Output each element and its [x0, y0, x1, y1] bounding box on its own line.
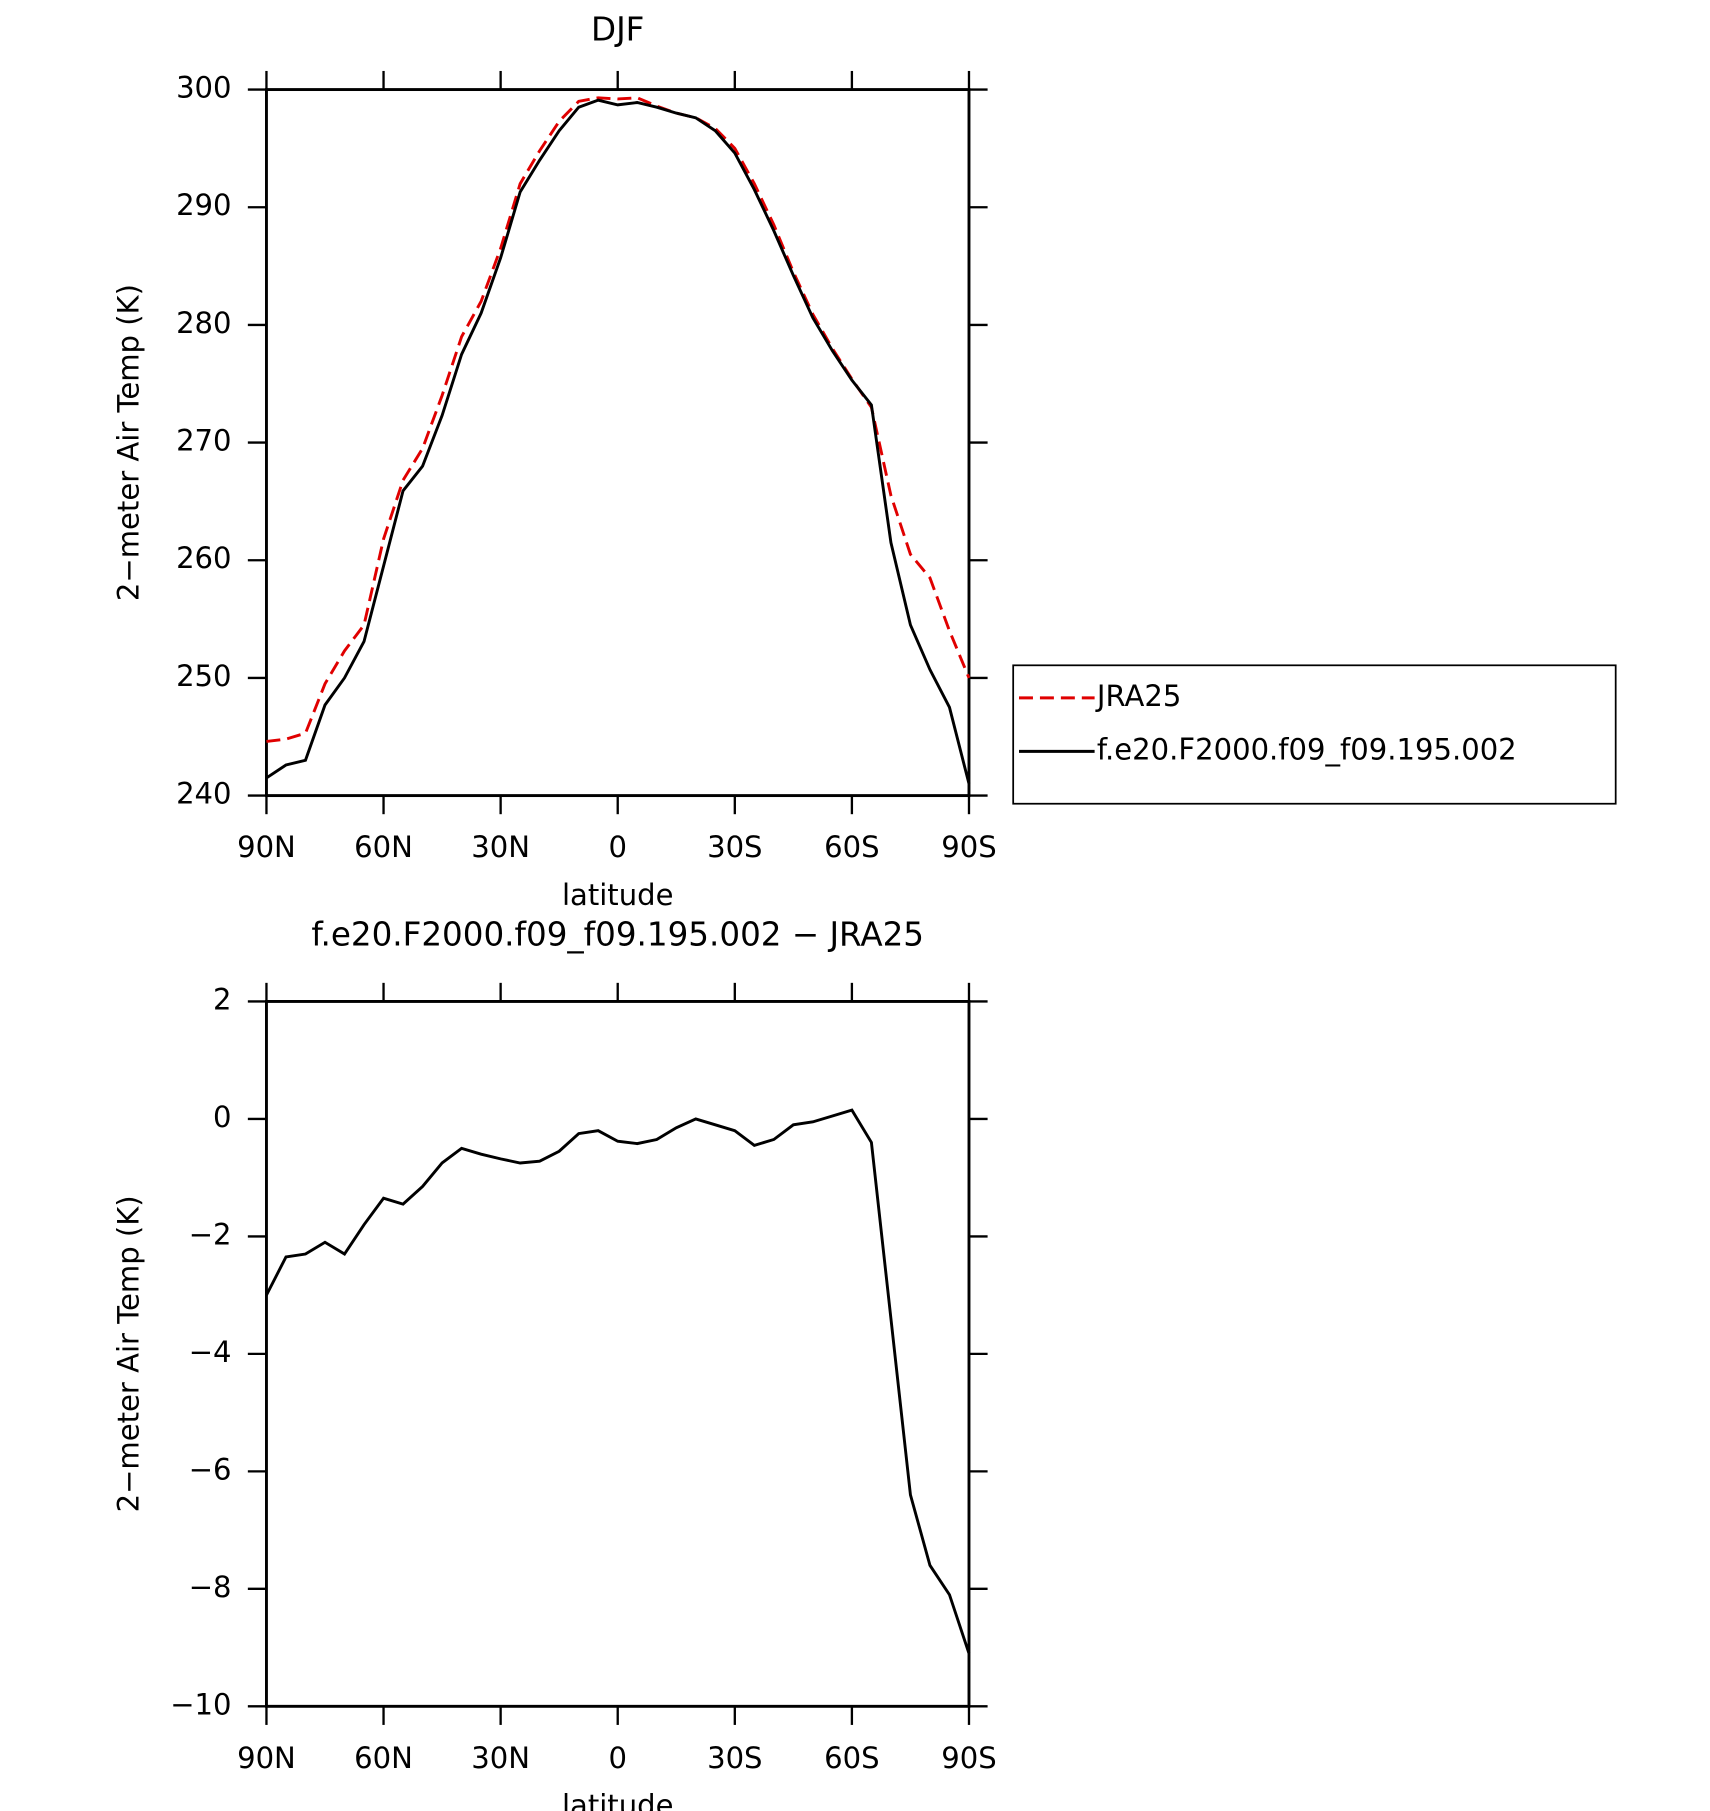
x-tick-label: 60N [354, 1741, 413, 1775]
y-tick-label: 290 [176, 188, 231, 222]
y-tick-label: −4 [189, 1335, 232, 1369]
plot-frame [265, 88, 971, 798]
x-tick-label: 30N [471, 830, 530, 864]
y-tick-label: 0 [213, 1100, 232, 1134]
x-tick-label: 30N [471, 1741, 530, 1775]
y-tick-label: 260 [176, 541, 231, 575]
y-tick-label: 270 [176, 424, 231, 458]
legend-box [1012, 664, 1617, 805]
x-tick-label: 90S [941, 830, 996, 864]
y-tick-label: −8 [189, 1570, 232, 1604]
y-tick-label: 250 [176, 659, 231, 693]
y-tick-label: 2 [213, 982, 232, 1016]
plot-frame [265, 1000, 971, 1708]
legend-label: JRA25 [1095, 679, 1181, 713]
x-axis-label: latitude [562, 1789, 674, 1811]
line-series [265, 1108, 971, 1654]
line-series [266, 96, 971, 743]
x-tick-label: 30S [707, 1741, 762, 1775]
x-tick-label: 60S [824, 1741, 879, 1775]
x-tick-label: 90S [941, 1741, 996, 1775]
chart-title: DJF [591, 10, 644, 48]
x-tick-label: 60S [824, 830, 879, 864]
y-tick-label: −2 [189, 1217, 232, 1251]
x-tick-label: 0 [608, 830, 626, 864]
x-tick-label: 60N [354, 830, 413, 864]
legend-label: f.e20.F2000.f09_f09.195.002 [1097, 732, 1517, 766]
x-axis-label: latitude [562, 878, 674, 912]
y-tick-label: −6 [189, 1452, 232, 1486]
x-tick-label: 30S [707, 830, 762, 864]
y-axis-label: 2−meter Air Temp (K) [111, 284, 145, 601]
y-tick-label: 300 [176, 71, 231, 105]
line-series [265, 98, 971, 785]
y-tick-label: −10 [170, 1687, 231, 1721]
x-tick-label: 90N [237, 830, 296, 864]
y-tick-label: 240 [176, 777, 231, 811]
x-tick-label: 0 [608, 1741, 626, 1775]
y-tick-label: 280 [176, 306, 231, 340]
chart-title: f.e20.F2000.f09_f09.195.002 − JRA25 [311, 915, 924, 953]
x-tick-label: 90N [237, 1741, 296, 1775]
y-axis-label: 2−meter Air Temp (K) [111, 1195, 145, 1512]
